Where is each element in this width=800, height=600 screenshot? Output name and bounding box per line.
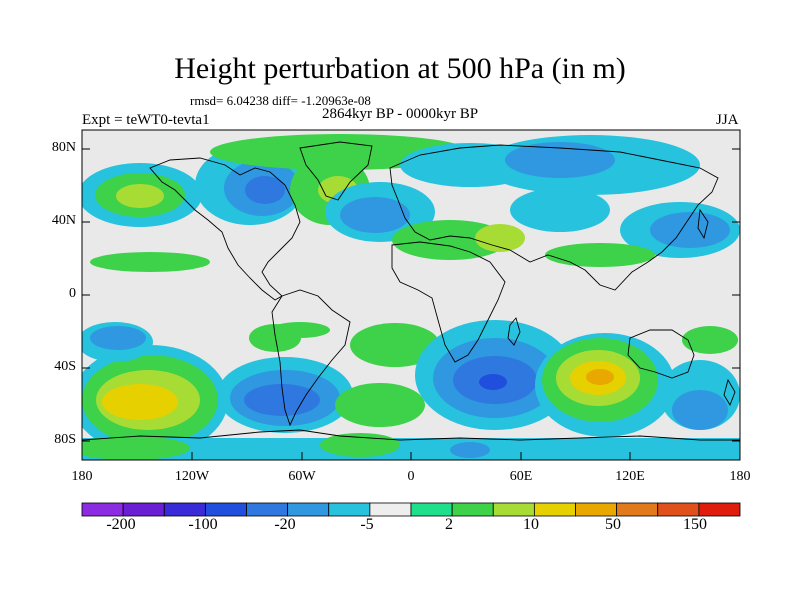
stats-label: rmsd= 6.04238 diff= -1.20963e-08 — [190, 93, 371, 108]
colorbar-label-neg20: -20 — [274, 516, 296, 533]
anomaly-east-asia-green — [545, 243, 655, 267]
anomaly-tasman-blue — [672, 390, 728, 430]
colorbar-swatch — [369, 502, 412, 517]
coast-australia — [627, 329, 695, 379]
lat-label-40s: 40S — [54, 359, 76, 374]
colorbar-label-50: 50 — [605, 516, 621, 533]
colorbar — [81, 502, 741, 517]
colorbar-swatch — [575, 502, 618, 517]
anomaly-south-pacific-core — [102, 384, 178, 420]
anomaly-subtropical-green — [90, 252, 210, 272]
anomaly-north-pacific-east-blue — [650, 212, 730, 248]
colorbar-label-150: 150 — [683, 516, 707, 533]
coast-japan — [697, 208, 709, 240]
colorbar-label-2: 2 — [445, 516, 453, 533]
colorbar-swatch — [492, 502, 535, 517]
lon-label-60w: 60W — [288, 469, 316, 484]
season-label: JJA — [716, 112, 739, 128]
coast-south-america — [271, 289, 351, 427]
coast-antarctica — [82, 429, 740, 441]
coastline-layer — [82, 141, 740, 441]
colorbar-label-10: 10 — [523, 516, 539, 533]
lon-label-120e: 120E — [615, 469, 645, 484]
coast-north-america — [149, 157, 301, 301]
anomaly-europe-green — [392, 220, 508, 260]
coast-madagascar — [507, 317, 521, 346]
colorbar-swatch — [122, 502, 165, 517]
anomaly-middle-east-lime — [475, 224, 525, 252]
anomaly-antarctic-green-2 — [320, 433, 400, 457]
lon-label-180w: 180 — [71, 469, 93, 484]
anomaly-tropical-green — [270, 322, 330, 338]
lon-label-60e: 60E — [509, 469, 533, 484]
lat-label-80s: 80S — [54, 432, 76, 447]
lat-label-80n: 80N — [51, 140, 76, 155]
map-plot-area — [82, 130, 740, 460]
colorbar-swatch — [287, 502, 330, 517]
lat-label-40n: 40N — [51, 213, 76, 228]
coast-africa — [391, 241, 506, 363]
anomaly-siberia-blue — [505, 142, 615, 178]
coast-greenland — [299, 141, 373, 201]
coast-europe-asia — [389, 144, 719, 291]
anomaly-north-america-core — [245, 176, 285, 204]
contour-fill-layer — [82, 134, 740, 460]
colorbar-swatch — [410, 502, 453, 517]
colorbar-swatch — [533, 502, 576, 517]
colorbar-label-neg200: -200 — [106, 516, 136, 533]
anomaly-central-asia-cyan — [510, 188, 610, 232]
anomaly-antarctic-green-1 — [82, 436, 190, 460]
axis-ticks — [81, 148, 741, 460]
anomaly-australia-core — [586, 369, 614, 385]
colorbar-swatch — [163, 502, 206, 517]
chart-title: Height perturbation at 500 hPa (in m) — [174, 52, 626, 85]
coast-new-zealand — [723, 378, 736, 407]
experiment-label: Expt = teWT0-tevta1 — [82, 112, 210, 128]
anomaly-se-pacific-inner — [244, 384, 320, 416]
anomaly-north-pacific-core — [116, 184, 164, 208]
period-label: 2864kyr BP - 0000kyr BP — [322, 106, 479, 122]
lon-label-0: 0 — [407, 469, 415, 484]
colorbar-swatch — [81, 502, 124, 517]
colorbar-swatch — [657, 502, 700, 517]
colorbar-swatch — [328, 502, 371, 517]
anomaly-atlantic-green — [350, 323, 440, 367]
lon-label-120w: 120W — [174, 469, 210, 484]
colorbar-swatch — [616, 502, 659, 517]
anomaly-south-indian-core — [479, 374, 507, 390]
colorbar-label-neg100: -100 — [188, 516, 218, 533]
lat-label-0: 0 — [69, 286, 76, 301]
lon-label-180e: 180 — [729, 469, 751, 484]
anomaly-pacific-blue — [90, 326, 146, 350]
anomaly-antarctic-cyan — [82, 438, 740, 460]
colorbar-swatch — [246, 502, 289, 517]
anomaly-nz-green — [682, 326, 738, 354]
anomaly-antarctic-blue — [450, 442, 490, 458]
anomaly-south-atlantic-green — [335, 383, 425, 427]
colorbar-label-neg5: -5 — [360, 516, 374, 533]
colorbar-swatch — [698, 502, 741, 517]
colorbar-swatch — [451, 502, 494, 517]
colorbar-swatch — [204, 502, 247, 517]
anomaly-north-atlantic-blue — [340, 197, 410, 233]
